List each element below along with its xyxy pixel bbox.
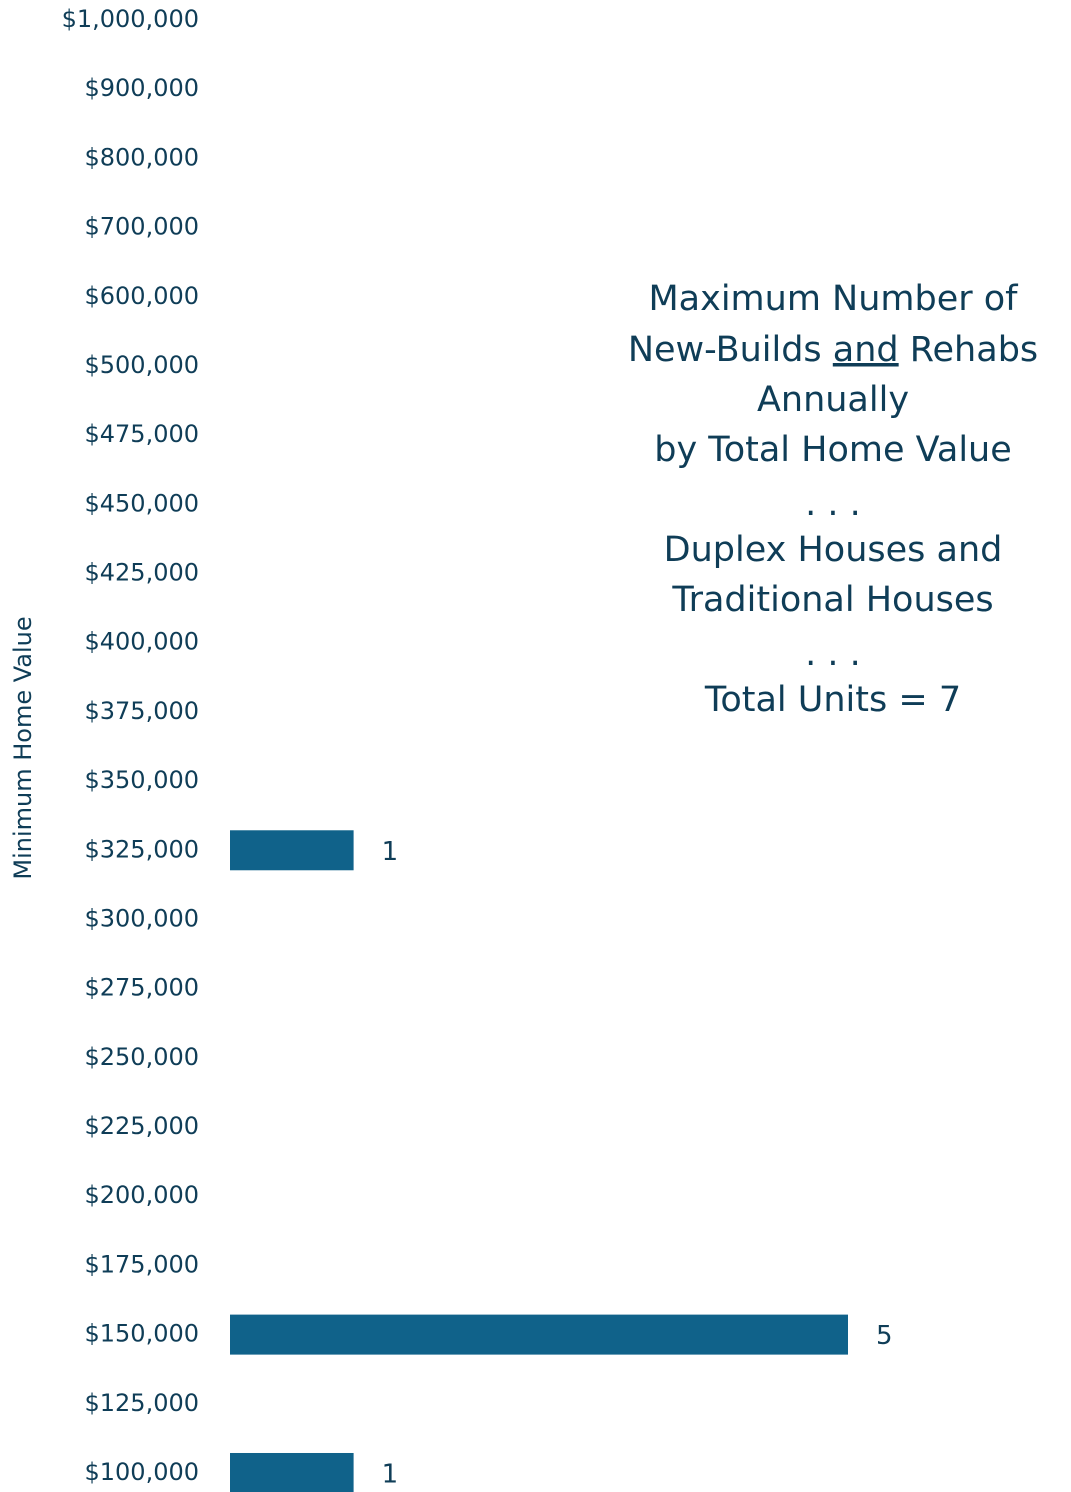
y-tick-label: $350,000 [84, 766, 199, 794]
y-tick-label: $450,000 [84, 489, 199, 517]
title-line: Maximum Number of [648, 279, 1018, 319]
y-axis-label: Minimum Home Value [9, 616, 37, 879]
title-segment: Duplex Houses and [664, 530, 1003, 570]
y-tick-label: $250,000 [84, 1043, 199, 1071]
y-tick-label: $700,000 [84, 213, 199, 241]
y-tick-label: $375,000 [84, 697, 199, 725]
bar [230, 1452, 354, 1492]
title-segment: . . . [805, 634, 861, 674]
y-tick-label: $300,000 [84, 904, 199, 932]
title-line: Total Units = 7 [704, 680, 961, 720]
y-tick-label: $600,000 [84, 282, 199, 310]
y-tick-label: $1,000,000 [62, 5, 199, 33]
data-label: 1 [382, 1459, 399, 1489]
y-tick-label: $400,000 [84, 628, 199, 656]
title-line: by Total Home Value [654, 430, 1012, 470]
data-label: 1 [382, 837, 399, 867]
y-tick-label: $225,000 [84, 1112, 199, 1140]
y-tick-label: $900,000 [84, 74, 199, 102]
y-tick-label: $150,000 [84, 1320, 199, 1348]
data-label: 5 [876, 1321, 893, 1351]
title-segment: Rehabs [899, 330, 1039, 370]
title-segment: New-Builds [628, 330, 833, 370]
y-tick-label: $100,000 [84, 1458, 199, 1486]
title-segment: and [833, 330, 899, 370]
title-line: . . . [805, 634, 861, 674]
title-segment: . . . [805, 484, 861, 524]
title-line: Annually [757, 380, 909, 420]
y-tick-label: $175,000 [84, 1250, 199, 1278]
title-line: . . . [805, 484, 861, 524]
title-segment: Maximum Number of [648, 279, 1018, 319]
y-tick-label: $800,000 [84, 143, 199, 171]
y-tick-label: $500,000 [84, 351, 199, 379]
title-line: Traditional Houses [671, 580, 993, 620]
y-tick-label: $200,000 [84, 1181, 199, 1209]
y-tick-label: $275,000 [84, 974, 199, 1002]
title-segment: by Total Home Value [654, 430, 1012, 470]
y-tick-label: $425,000 [84, 559, 199, 587]
y-tick-label: $475,000 [84, 420, 199, 448]
title-segment: Total Units = 7 [704, 680, 961, 720]
y-tick-label: $325,000 [84, 835, 199, 863]
bar [230, 830, 354, 871]
title-line: New-Builds and Rehabs [628, 330, 1038, 370]
bar [230, 1314, 848, 1355]
title-line: Duplex Houses and [664, 530, 1003, 570]
title-segment: Annually [757, 380, 909, 420]
title-segment: Traditional Houses [671, 580, 993, 620]
y-tick-label: $125,000 [84, 1389, 199, 1417]
